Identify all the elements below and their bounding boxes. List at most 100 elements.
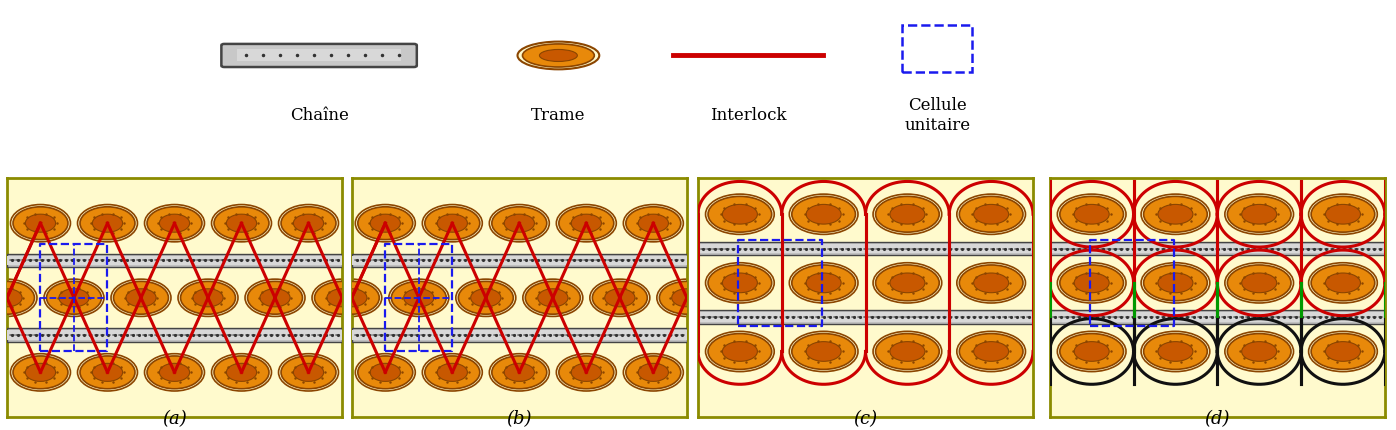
Ellipse shape — [659, 281, 715, 314]
Text: Chaîne: Chaîne — [289, 107, 349, 124]
Ellipse shape — [424, 356, 480, 389]
Ellipse shape — [214, 356, 269, 389]
Ellipse shape — [805, 204, 842, 224]
Ellipse shape — [625, 356, 681, 389]
Ellipse shape — [1311, 197, 1375, 232]
Ellipse shape — [1060, 334, 1124, 369]
Ellipse shape — [658, 279, 716, 316]
Ellipse shape — [293, 363, 324, 381]
Text: (b): (b) — [507, 410, 532, 428]
Ellipse shape — [875, 265, 940, 301]
Ellipse shape — [1308, 263, 1378, 303]
Ellipse shape — [973, 204, 1009, 224]
Ellipse shape — [1143, 334, 1208, 369]
Ellipse shape — [591, 279, 649, 316]
Bar — [7, 329, 342, 342]
Ellipse shape — [504, 214, 535, 232]
Ellipse shape — [470, 289, 501, 307]
Text: Interlock: Interlock — [709, 107, 786, 124]
Ellipse shape — [293, 214, 324, 232]
Ellipse shape — [1143, 265, 1208, 301]
Ellipse shape — [324, 281, 380, 314]
Ellipse shape — [1241, 273, 1277, 293]
Ellipse shape — [1057, 332, 1127, 372]
Ellipse shape — [708, 265, 772, 301]
Ellipse shape — [625, 207, 681, 240]
Ellipse shape — [592, 281, 648, 314]
Ellipse shape — [357, 207, 413, 240]
Bar — [698, 242, 1033, 255]
Ellipse shape — [247, 281, 303, 314]
Bar — [7, 330, 342, 340]
Ellipse shape — [403, 289, 434, 307]
Bar — [698, 312, 1033, 322]
Ellipse shape — [722, 204, 758, 224]
Ellipse shape — [423, 354, 482, 391]
Ellipse shape — [722, 341, 758, 361]
Ellipse shape — [1224, 332, 1294, 372]
Ellipse shape — [226, 214, 257, 232]
Ellipse shape — [147, 207, 202, 240]
Ellipse shape — [491, 356, 547, 389]
Ellipse shape — [25, 214, 56, 232]
Ellipse shape — [1157, 341, 1194, 361]
Ellipse shape — [792, 197, 856, 232]
Ellipse shape — [279, 354, 338, 391]
Ellipse shape — [0, 289, 22, 307]
Ellipse shape — [391, 281, 447, 314]
Ellipse shape — [59, 289, 89, 307]
Ellipse shape — [490, 354, 549, 391]
Ellipse shape — [1057, 263, 1127, 303]
Bar — [1050, 244, 1385, 253]
FancyBboxPatch shape — [222, 44, 417, 67]
Ellipse shape — [959, 197, 1023, 232]
Ellipse shape — [11, 205, 70, 242]
Ellipse shape — [456, 279, 515, 316]
Ellipse shape — [722, 273, 758, 293]
Ellipse shape — [705, 194, 775, 234]
Ellipse shape — [956, 332, 1026, 372]
Ellipse shape — [671, 289, 702, 307]
Ellipse shape — [539, 49, 578, 61]
Ellipse shape — [889, 273, 926, 293]
Ellipse shape — [1325, 341, 1361, 361]
Ellipse shape — [357, 356, 413, 389]
Ellipse shape — [356, 205, 415, 242]
Bar — [902, 25, 972, 72]
Ellipse shape — [1074, 204, 1110, 224]
Ellipse shape — [638, 363, 669, 381]
Ellipse shape — [789, 263, 859, 303]
Ellipse shape — [424, 207, 480, 240]
Bar — [352, 330, 687, 340]
Text: Cellule
unitaire: Cellule unitaire — [905, 97, 970, 134]
Ellipse shape — [571, 363, 602, 381]
Ellipse shape — [525, 281, 581, 314]
Ellipse shape — [193, 289, 223, 307]
Ellipse shape — [571, 214, 602, 232]
Ellipse shape — [1057, 194, 1127, 234]
Bar — [1050, 312, 1385, 322]
Ellipse shape — [805, 341, 842, 361]
Ellipse shape — [491, 207, 547, 240]
Text: (a): (a) — [162, 410, 187, 428]
Ellipse shape — [159, 363, 190, 381]
Text: (c): (c) — [853, 410, 878, 428]
Ellipse shape — [789, 332, 859, 372]
Bar — [352, 254, 687, 267]
Ellipse shape — [113, 281, 169, 314]
Ellipse shape — [805, 273, 842, 293]
Ellipse shape — [604, 289, 635, 307]
Ellipse shape — [126, 289, 156, 307]
Ellipse shape — [875, 334, 940, 369]
Ellipse shape — [490, 205, 549, 242]
Ellipse shape — [1227, 197, 1291, 232]
Ellipse shape — [1241, 341, 1277, 361]
Ellipse shape — [80, 207, 135, 240]
Ellipse shape — [159, 214, 190, 232]
Ellipse shape — [322, 279, 381, 316]
Ellipse shape — [522, 44, 595, 67]
Ellipse shape — [1141, 263, 1210, 303]
Bar — [7, 255, 342, 265]
Ellipse shape — [557, 205, 616, 242]
Ellipse shape — [313, 279, 371, 316]
